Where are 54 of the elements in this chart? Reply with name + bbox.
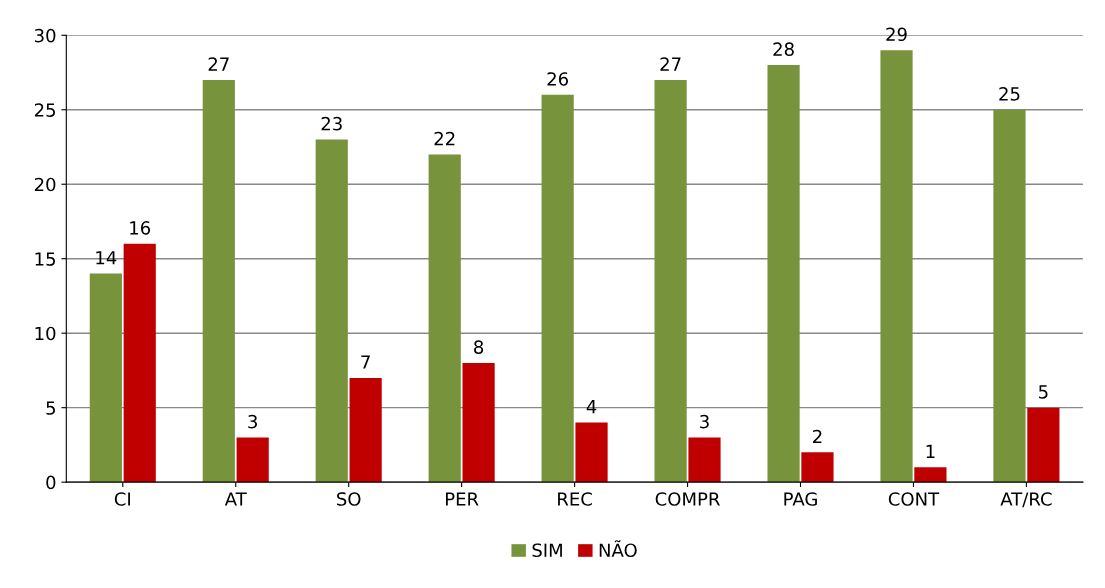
data-label: 26 (547, 72, 569, 86)
y-tick-label: 20 (34, 177, 56, 192)
y-tick-label: 0 (46, 475, 56, 490)
data-label: 29 (886, 27, 907, 42)
bar (767, 65, 800, 483)
x-tick-label: CI (114, 492, 130, 506)
x-tick-label: REC (558, 492, 592, 506)
data-label: 28 (773, 42, 794, 57)
y-tick-label: 25 (34, 103, 55, 117)
x-tick-label: PAG (784, 492, 817, 506)
bar (575, 422, 608, 483)
y-tick-label: 5 (46, 401, 55, 415)
legend-label: SIM (532, 543, 562, 558)
bar (993, 109, 1026, 483)
bar (654, 79, 687, 483)
bar (315, 139, 348, 483)
bar (914, 467, 947, 483)
legend-label: NÃO (599, 540, 637, 558)
bar (89, 273, 122, 483)
data-label: 3 (248, 414, 257, 429)
bar (1027, 407, 1060, 483)
data-label: 4 (586, 400, 597, 414)
data-label: 27 (660, 57, 681, 71)
data-label: 23 (321, 116, 342, 131)
data-label: 3 (700, 414, 709, 429)
bar (123, 243, 156, 483)
bar (801, 452, 834, 483)
y-tick-label: 10 (35, 326, 56, 341)
x-tick-label: AT (224, 492, 247, 506)
data-label: 25 (999, 87, 1020, 101)
data-label: 16 (130, 221, 151, 235)
bar (880, 50, 913, 483)
bar (462, 362, 495, 483)
y-tick-label: 30 (34, 28, 56, 43)
data-label: 14 (96, 251, 117, 265)
bar (428, 154, 461, 483)
x-tick-label: PER (446, 492, 479, 506)
bar (349, 377, 382, 483)
data-label: 7 (361, 355, 370, 369)
y-tick-label: 15 (35, 252, 55, 266)
data-label: 2 (813, 429, 822, 444)
x-tick-label: SO (337, 492, 361, 506)
data-label: 1 (926, 444, 935, 458)
x-tick-label: AT/RC (1000, 492, 1052, 508)
x-tick-label: COMPR (655, 492, 720, 506)
bar (541, 94, 574, 483)
data-label: 5 (1039, 385, 1048, 399)
data-label: 8 (474, 340, 484, 354)
bar (236, 437, 269, 483)
x-tick-label: CONT (888, 492, 940, 506)
bar (202, 79, 235, 483)
bar (688, 437, 721, 483)
data-label: 27 (208, 57, 229, 71)
data-label: 22 (434, 131, 455, 146)
